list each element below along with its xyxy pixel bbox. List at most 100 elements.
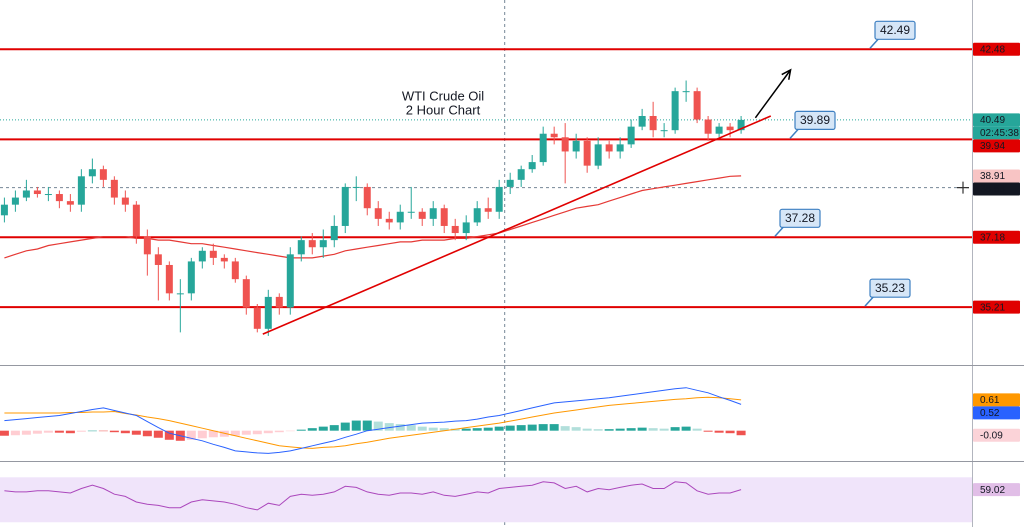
histogram-bar — [406, 425, 416, 431]
candle-body — [671, 91, 679, 131]
candle-body — [242, 279, 250, 308]
histogram-bar — [373, 421, 383, 431]
histogram-bar — [241, 430, 251, 435]
candle-body — [484, 208, 492, 212]
price-tag-bg — [973, 300, 1020, 314]
callout-pointer — [869, 37, 880, 49]
histogram-bar — [131, 430, 141, 435]
candle-body — [22, 190, 30, 198]
callout-box — [869, 278, 911, 298]
candle-body — [253, 307, 261, 329]
price-tag-bg — [973, 182, 1020, 196]
histogram-bar — [626, 428, 636, 431]
callout-pointer — [774, 225, 785, 237]
candle-body — [638, 115, 646, 127]
arrow — [754, 68, 792, 119]
candle-body — [693, 91, 701, 120]
candle-body — [616, 144, 624, 152]
histogram-bar — [32, 430, 42, 434]
histogram-bar — [285, 430, 295, 432]
histogram-bar — [637, 427, 647, 431]
histogram-bar — [65, 430, 75, 434]
histogram-bar — [164, 430, 174, 440]
histogram-bar — [362, 420, 372, 431]
histogram-bar — [98, 430, 108, 432]
histogram-bar — [395, 424, 405, 431]
price-tag: 02:45:38 — [980, 128, 1019, 139]
price-tag: 38.58 — [980, 184, 1005, 195]
candle-body — [77, 176, 85, 205]
price-tag-bg — [973, 393, 1020, 407]
histogram-bar — [329, 425, 339, 431]
histogram-bar — [604, 429, 614, 431]
candle-body — [286, 254, 294, 308]
histogram-bar — [318, 426, 328, 431]
histogram-bar — [428, 427, 438, 431]
histogram-bar — [263, 430, 273, 434]
candle-body — [682, 91, 690, 93]
candle-body — [0, 204, 8, 216]
histogram-bar — [483, 427, 493, 431]
candle-body — [132, 204, 140, 237]
histogram-bar — [692, 428, 702, 431]
candle-body — [506, 179, 514, 187]
histogram-bar — [384, 423, 394, 431]
histogram-bar — [10, 430, 20, 436]
candle-body — [528, 162, 536, 170]
candle-body — [462, 222, 470, 234]
candle-body — [704, 119, 712, 134]
candle-body — [187, 261, 195, 294]
price-tag: 39.94 — [980, 141, 1005, 152]
histogram-bar — [87, 430, 97, 432]
price-tag-bg — [973, 428, 1020, 442]
histogram-bar — [109, 430, 119, 433]
callout-box — [779, 208, 821, 228]
candle-body — [44, 194, 52, 196]
histogram-bar — [703, 430, 713, 432]
candle-body — [231, 261, 239, 280]
candle-body — [594, 144, 602, 166]
histogram-bar — [714, 430, 724, 433]
histogram-bar — [648, 428, 658, 431]
candle-body — [55, 194, 63, 202]
candle-body — [297, 240, 305, 255]
candle-body — [165, 264, 173, 294]
callout-label: 39.89 — [800, 113, 830, 127]
candle-body — [385, 218, 393, 223]
candle-body — [209, 250, 217, 258]
histogram-bar — [142, 430, 152, 437]
histogram-bar — [274, 430, 284, 433]
price-tag-bg — [973, 406, 1020, 420]
callout-box — [874, 20, 916, 40]
axis-layer: 42.48 40.49 02:45:38 39.94 38.91 38.58 37.18 35… — [957, 42, 1020, 497]
price-tag: 37.18 — [980, 232, 1005, 243]
candle-body — [473, 208, 481, 223]
candle-body — [429, 208, 437, 219]
histogram-bar — [615, 428, 625, 431]
price-tag: 0.52 — [980, 408, 1000, 419]
price-tag: -0.09 — [980, 430, 1003, 441]
candle-body — [88, 169, 96, 177]
candle-body — [418, 211, 426, 219]
candle-body — [341, 186, 349, 226]
histogram-bar — [296, 429, 306, 431]
histogram-bar — [340, 422, 350, 431]
candle-body — [143, 236, 151, 255]
candle-body — [451, 225, 459, 234]
histogram-bar — [351, 420, 361, 431]
callout-label: 42.49 — [880, 23, 910, 37]
candle-body — [220, 257, 228, 262]
callout-label: 35.23 — [875, 281, 905, 295]
histogram-bar — [186, 430, 196, 440]
histogram-bar — [54, 430, 64, 433]
candle-body — [583, 140, 591, 166]
histogram-bar — [659, 428, 669, 431]
candle-body — [121, 197, 129, 205]
price-tag: 38.91 — [980, 171, 1005, 182]
candle-body — [572, 140, 580, 152]
candle-body — [198, 250, 206, 262]
histogram-bar — [439, 428, 449, 431]
